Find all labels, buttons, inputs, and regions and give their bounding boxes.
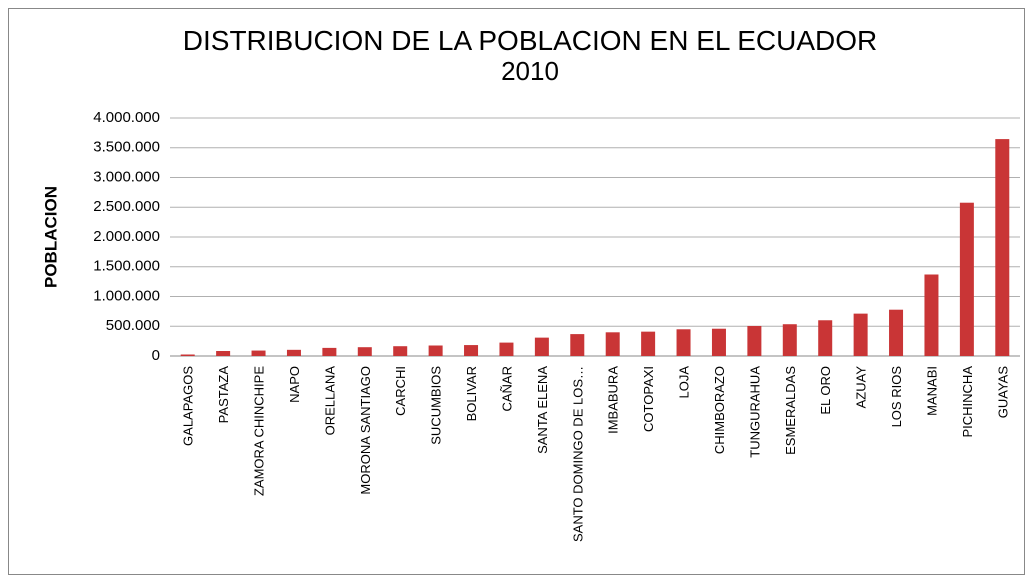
bar [393, 346, 408, 356]
bar [534, 337, 549, 356]
x-tick-label: AZUAY [854, 366, 869, 409]
x-tick-label: LOS RIOS [889, 366, 904, 428]
bar [216, 351, 231, 356]
x-tick-label: BOLIVAR [464, 366, 479, 421]
x-tick-label: GALAPAGOS [181, 366, 196, 446]
bar [641, 331, 656, 356]
y-tick-label: 3.500.000 [93, 139, 160, 156]
y-tick-label: 2.000.000 [93, 228, 160, 245]
bar [995, 139, 1010, 356]
y-tick-label: 500.000 [106, 317, 160, 334]
x-tick-label: ESMERALDAS [783, 366, 798, 455]
x-tick-label: IMBABURA [606, 366, 621, 434]
x-tick-label: TUNGURAHUA [747, 366, 762, 458]
x-tick-label: EL ORO [818, 366, 833, 415]
x-tick-label: MANABI [924, 366, 939, 416]
chart-subtitle: 2010 [501, 56, 559, 86]
y-tick-label: 1.500.000 [93, 258, 160, 275]
bar [818, 320, 833, 356]
bar [322, 347, 337, 356]
bar [889, 309, 904, 356]
bar [499, 342, 514, 356]
y-tick-label: 3.000.000 [93, 168, 160, 185]
x-tick-label: LOJA [677, 366, 692, 399]
x-tick-label: GUAYAS [995, 366, 1010, 419]
x-tick-label: PICHINCHA [960, 366, 975, 438]
bar [286, 349, 301, 356]
bar [711, 328, 726, 356]
bar [180, 354, 195, 356]
bar [357, 347, 372, 356]
x-tick-label: ZAMORA CHINCHIPE [252, 366, 267, 496]
bar [605, 332, 620, 356]
x-tick-label: CARCHI [393, 366, 408, 416]
bar [428, 345, 443, 356]
x-tick-label: COTOPAXI [641, 366, 656, 432]
bar [747, 325, 762, 356]
chart-frame [8, 8, 1025, 575]
y-tick-label: 0 [152, 347, 160, 364]
bar [251, 350, 266, 356]
x-tick-label: SANTA ELENA [535, 366, 550, 454]
bar [782, 324, 797, 356]
x-tick-label: SUCUMBIOS [429, 366, 444, 445]
bar [853, 313, 868, 356]
x-tick-label: MORONA SANTIAGO [358, 366, 373, 495]
bar [924, 274, 939, 356]
bar [570, 334, 585, 356]
bar [676, 329, 691, 356]
chart-title: DISTRIBUCION DE LA POBLACION EN EL ECUAD… [183, 25, 877, 56]
y-tick-label: 1.000.000 [93, 287, 160, 304]
x-tick-label: CHIMBORAZO [712, 366, 727, 454]
bar [959, 202, 974, 356]
bar [464, 345, 479, 356]
x-tick-label: NAPO [287, 366, 302, 403]
y-tick-label: 4.000.000 [93, 109, 160, 126]
x-tick-label: PASTAZA [216, 366, 231, 424]
y-axis-label: POBLACION [41, 186, 60, 288]
x-tick-label: CAÑAR [499, 366, 514, 412]
x-tick-label: SANTO DOMINGO DE LOS… [570, 366, 585, 542]
x-tick-label: ORELLANA [322, 366, 337, 436]
y-tick-label: 2.500.000 [93, 198, 160, 215]
